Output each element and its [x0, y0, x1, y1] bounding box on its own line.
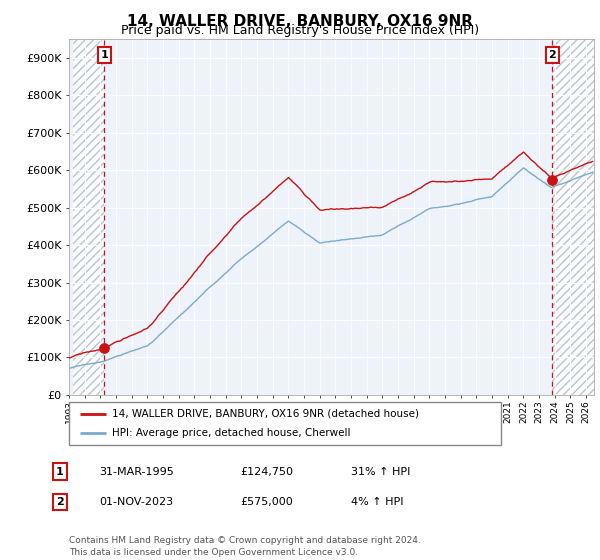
Text: HPI: Average price, detached house, Cherwell: HPI: Average price, detached house, Cher…	[112, 428, 350, 438]
FancyBboxPatch shape	[69, 402, 501, 445]
Bar	[73, 39, 104, 395]
Text: Contains HM Land Registry data © Crown copyright and database right 2024.
This d: Contains HM Land Registry data © Crown c…	[69, 536, 421, 557]
Text: 31-MAR-1995: 31-MAR-1995	[99, 466, 174, 477]
Point	[100, 344, 109, 353]
Text: 31% ↑ HPI: 31% ↑ HPI	[351, 466, 410, 477]
Text: 2: 2	[548, 50, 556, 60]
Text: 4% ↑ HPI: 4% ↑ HPI	[351, 497, 404, 507]
Text: 1: 1	[56, 466, 64, 477]
Bar	[552, 39, 594, 395]
Point	[547, 175, 557, 184]
Text: 14, WALLER DRIVE, BANBURY, OX16 9NR (detached house): 14, WALLER DRIVE, BANBURY, OX16 9NR (det…	[112, 409, 419, 419]
Text: £124,750: £124,750	[240, 466, 293, 477]
Text: 2: 2	[56, 497, 64, 507]
Text: 1: 1	[100, 50, 108, 60]
Text: 14, WALLER DRIVE, BANBURY, OX16 9NR: 14, WALLER DRIVE, BANBURY, OX16 9NR	[127, 14, 473, 29]
Text: Price paid vs. HM Land Registry's House Price Index (HPI): Price paid vs. HM Land Registry's House …	[121, 24, 479, 37]
Text: £575,000: £575,000	[240, 497, 293, 507]
Text: 01-NOV-2023: 01-NOV-2023	[99, 497, 173, 507]
